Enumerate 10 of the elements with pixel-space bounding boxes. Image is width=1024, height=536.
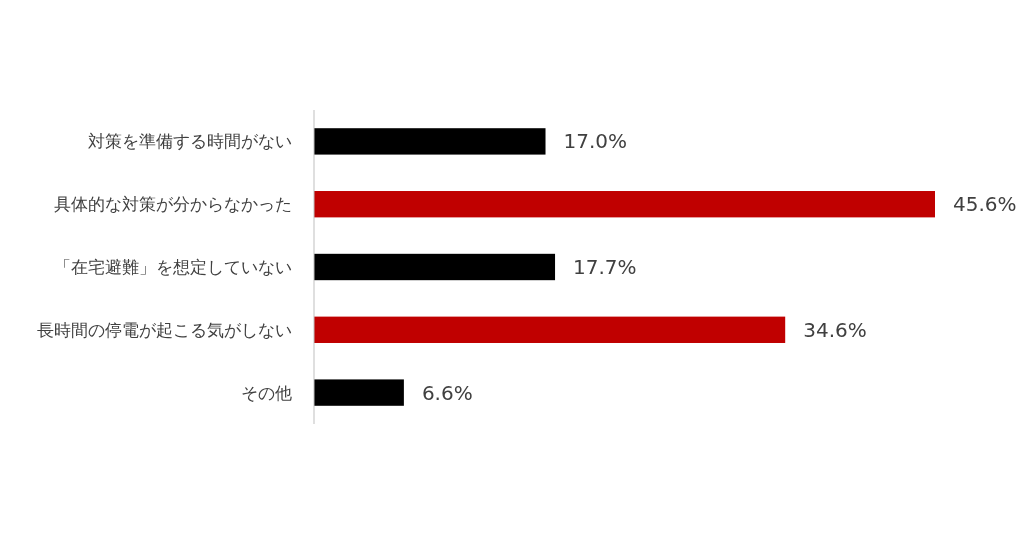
data-label: 17.7% xyxy=(573,255,637,279)
data-label: 17.0% xyxy=(563,129,628,154)
y-tick-label: 長時間の停電が起こる気がしない xyxy=(37,320,292,340)
y-tick-label: 対策を準備する時間がない xyxy=(88,132,292,152)
y-tick-label: 「在宅避難」を想定していない xyxy=(54,258,292,277)
data-label: 34.6% xyxy=(803,317,867,342)
y-tick-label: 具体的な対策が分からなかった xyxy=(54,195,292,215)
y-tick-label: その他 xyxy=(241,383,292,403)
data-label: 6.6% xyxy=(421,380,473,405)
data-label: 45.6% xyxy=(953,192,1017,217)
